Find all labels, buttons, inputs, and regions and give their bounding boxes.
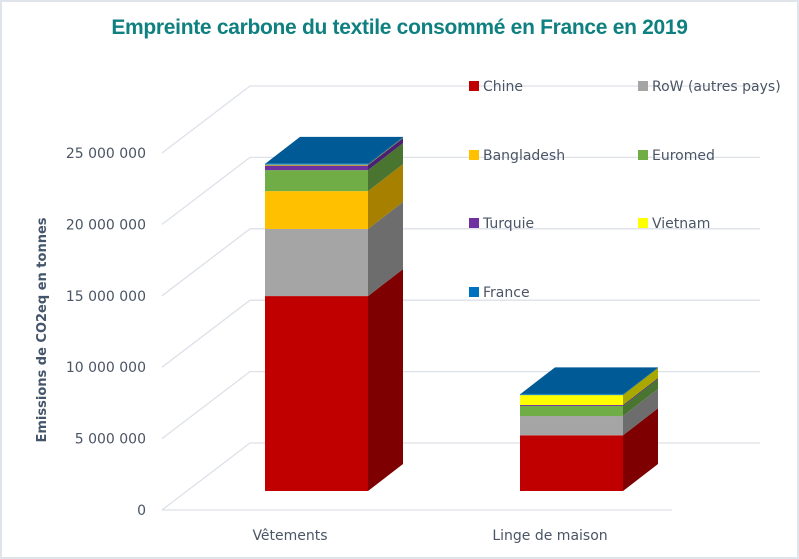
legend-label: Vietnam bbox=[652, 216, 710, 232]
bar-segment-side bbox=[623, 367, 658, 396]
legend-swatch bbox=[638, 81, 648, 91]
bars bbox=[265, 136, 658, 491]
y-tick-label: 10 000 000 bbox=[66, 360, 146, 376]
gridlines bbox=[161, 85, 760, 511]
gridline bbox=[161, 370, 760, 440]
chart-title: Empreinte carbone du textile consommé en… bbox=[111, 16, 688, 39]
gridline bbox=[161, 156, 760, 225]
bar-segment-side bbox=[623, 368, 658, 406]
x-tick-label: Vêtements bbox=[252, 528, 327, 544]
bar-segment-side bbox=[368, 164, 403, 229]
y-tick-label: 15 000 000 bbox=[66, 289, 146, 305]
bar-top-face bbox=[520, 367, 658, 395]
bar-segment bbox=[520, 405, 623, 407]
legend-item: Vietnam bbox=[638, 216, 710, 232]
legend-swatch bbox=[469, 150, 479, 160]
bar-stack bbox=[265, 136, 403, 491]
legend-label: RoW (autres pays) bbox=[652, 79, 781, 95]
legend-swatch bbox=[469, 81, 479, 91]
legend-swatch bbox=[638, 150, 648, 160]
legend-item: France bbox=[469, 285, 530, 301]
legend-swatch bbox=[638, 218, 648, 228]
x-tick-label: Linge de maison bbox=[492, 528, 607, 544]
legend-swatch bbox=[469, 287, 479, 297]
gridline bbox=[161, 299, 760, 368]
legend-item: RoW (autres pays) bbox=[638, 79, 781, 95]
legend-item: Turquie bbox=[469, 216, 534, 232]
gridline bbox=[161, 442, 760, 511]
bar-segment-side bbox=[623, 389, 658, 436]
bar-segment-side bbox=[623, 408, 658, 491]
bar-segment-side bbox=[368, 138, 403, 171]
legend-label: Turquie bbox=[482, 216, 534, 232]
legend-item: Bangladesh bbox=[469, 148, 565, 164]
gridline bbox=[161, 228, 760, 297]
legend-label: Bangladesh bbox=[483, 148, 565, 164]
y-axis-ticks: 0 5 000 000 10 000 000 15 000 000 20 000 000… bbox=[66, 146, 146, 519]
y-axis-label: Emissions de CO2eq en tonnes bbox=[35, 217, 50, 442]
bar-segment-side bbox=[368, 143, 403, 192]
x-axis-labels: Vêtements Linge de maison bbox=[252, 528, 607, 544]
y-tick-label: 5 000 000 bbox=[75, 432, 146, 448]
bar-segment-side bbox=[623, 378, 658, 407]
bar-segment bbox=[265, 296, 368, 491]
bar-segment bbox=[265, 165, 368, 171]
bar-segment bbox=[520, 406, 623, 417]
bar-segment bbox=[520, 395, 623, 406]
legend-label: France bbox=[483, 285, 530, 301]
bar-segment-side bbox=[623, 379, 658, 417]
bar-segment-side bbox=[368, 269, 403, 491]
y-tick-label: 20 000 000 bbox=[66, 217, 146, 233]
bar-segment bbox=[520, 416, 623, 436]
y-tick-label: 0 bbox=[137, 503, 146, 519]
bar-segment bbox=[265, 170, 368, 192]
bar-segment bbox=[520, 435, 623, 491]
legend-swatch bbox=[469, 218, 479, 228]
legend-label: Chine bbox=[483, 79, 523, 95]
bar-stack bbox=[520, 367, 658, 491]
bar-segment bbox=[265, 164, 368, 166]
bar-segment-side bbox=[368, 137, 403, 166]
legend-item: Chine bbox=[469, 79, 523, 95]
bar-segment bbox=[265, 191, 368, 229]
bar-segment-side bbox=[368, 136, 403, 165]
bar-segment bbox=[265, 228, 368, 297]
y-tick-label: 25 000 000 bbox=[66, 146, 146, 162]
legend: Chine RoW (autres pays) Bangladesh Euromed T… bbox=[469, 79, 781, 301]
bar-segment-side bbox=[368, 201, 403, 297]
gridline bbox=[161, 85, 760, 154]
legend-label: Euromed bbox=[652, 148, 715, 164]
legend-item: Euromed bbox=[638, 148, 715, 164]
bar-top-face bbox=[265, 136, 403, 164]
